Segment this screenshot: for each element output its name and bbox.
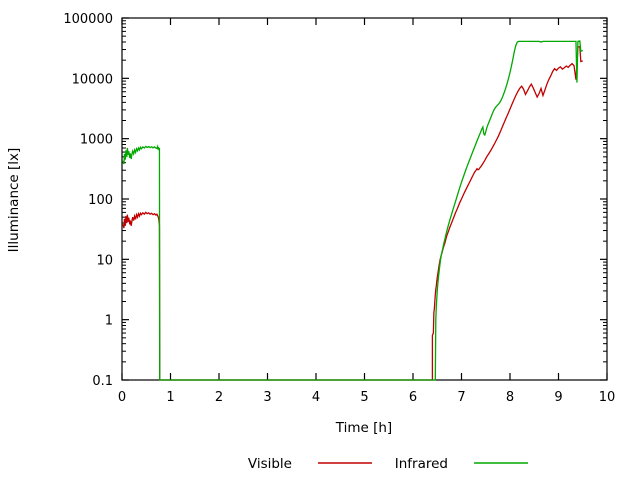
legend-label-visible: Visible: [248, 456, 292, 472]
y-tick-label: 1000: [80, 133, 113, 148]
series-line-visible: [122, 45, 583, 381]
x-tick-label: 2: [215, 390, 223, 405]
y-axis-title: Illuminance [lx]: [6, 148, 22, 253]
x-tick-label: 6: [409, 390, 417, 405]
x-axis-title: Time [h]: [335, 420, 392, 436]
y-tick-label: 100: [88, 193, 113, 208]
y-tick-label: 0.1: [92, 374, 113, 389]
x-tick-label: 3: [263, 390, 271, 405]
plot-frame: [121, 17, 608, 381]
data-series-group: [122, 40, 584, 381]
legend-label-infrared: Infrared: [395, 456, 448, 472]
x-tick-label: 7: [457, 390, 465, 405]
x-tick-label: 5: [360, 390, 368, 405]
x-axis-ticks: 0 1 2 3 4 5 6 7 8 9 10: [118, 18, 615, 405]
chart-legend: Visible Infrared: [248, 456, 528, 472]
x-tick-label: 0: [118, 390, 126, 405]
y-tick-label: 10000: [72, 72, 113, 87]
x-tick-label: 9: [554, 390, 562, 405]
series-line-infrared: [122, 40, 584, 381]
y-tick-label: 10: [96, 253, 113, 268]
y-axis-ticks: 0.1 1 10 100 1000 10000 100000: [63, 12, 607, 389]
y-tick-label: 1: [105, 314, 113, 329]
x-tick-label: 4: [312, 390, 320, 405]
y-tick-label: 100000: [63, 12, 113, 27]
x-tick-label: 1: [166, 390, 174, 405]
x-tick-label: 8: [506, 390, 514, 405]
x-tick-label: 10: [599, 390, 616, 405]
